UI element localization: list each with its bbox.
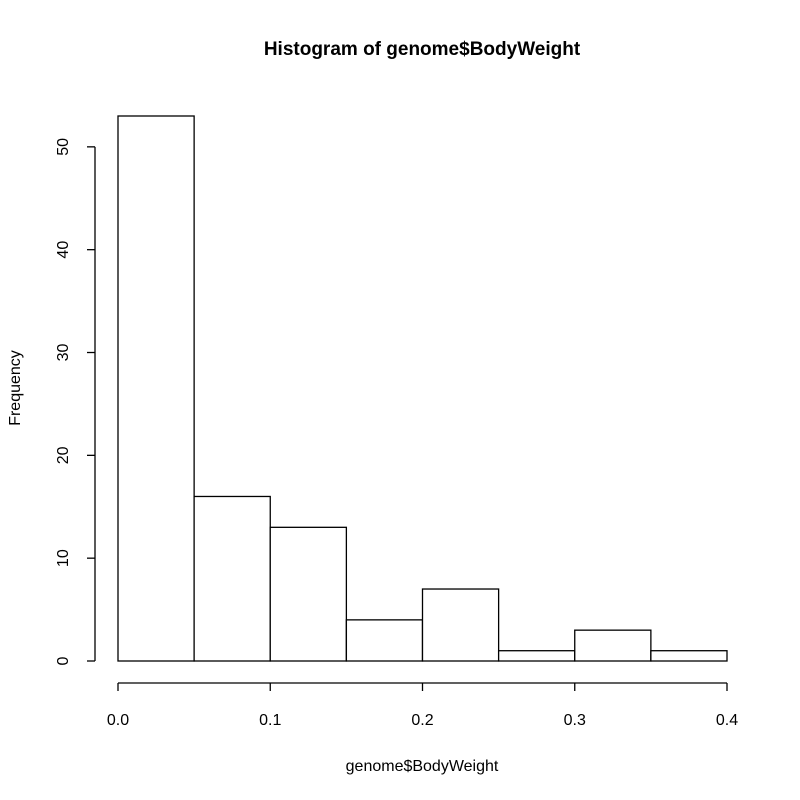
histogram-bar <box>574 629 652 662</box>
x-tick-label: 0.2 <box>411 712 433 729</box>
histogram-bar <box>497 650 576 662</box>
x-axis: 0.0 0.1 0.2 0.3 0.4 <box>107 682 738 729</box>
y-tick-label: 20 <box>55 446 72 464</box>
histogram-bar <box>345 619 424 662</box>
histogram-bar <box>117 115 195 662</box>
y-tick-label: 0 <box>55 656 72 665</box>
histogram-bar <box>650 650 728 662</box>
x-tick-label: 0.1 <box>259 712 281 729</box>
x-tick-label: 0.0 <box>107 712 129 729</box>
y-axis-label: Frequency <box>7 350 24 426</box>
x-tick-label: 0.3 <box>564 712 586 729</box>
histogram-bar <box>193 495 271 662</box>
histogram-bar <box>269 526 348 662</box>
x-axis-label: genome$BodyWeight <box>346 758 499 775</box>
y-tick-label: 30 <box>55 344 72 362</box>
y-axis: 0 10 20 30 40 50 <box>55 138 96 665</box>
bars-group <box>117 115 728 662</box>
histogram-bar <box>421 588 500 662</box>
y-tick-label: 10 <box>55 549 72 567</box>
y-tick-label: 50 <box>55 138 72 156</box>
y-tick-label: 40 <box>55 241 72 259</box>
x-tick-label: 0.4 <box>716 712 738 729</box>
chart-title: Histogram of genome$BodyWeight <box>264 39 581 60</box>
